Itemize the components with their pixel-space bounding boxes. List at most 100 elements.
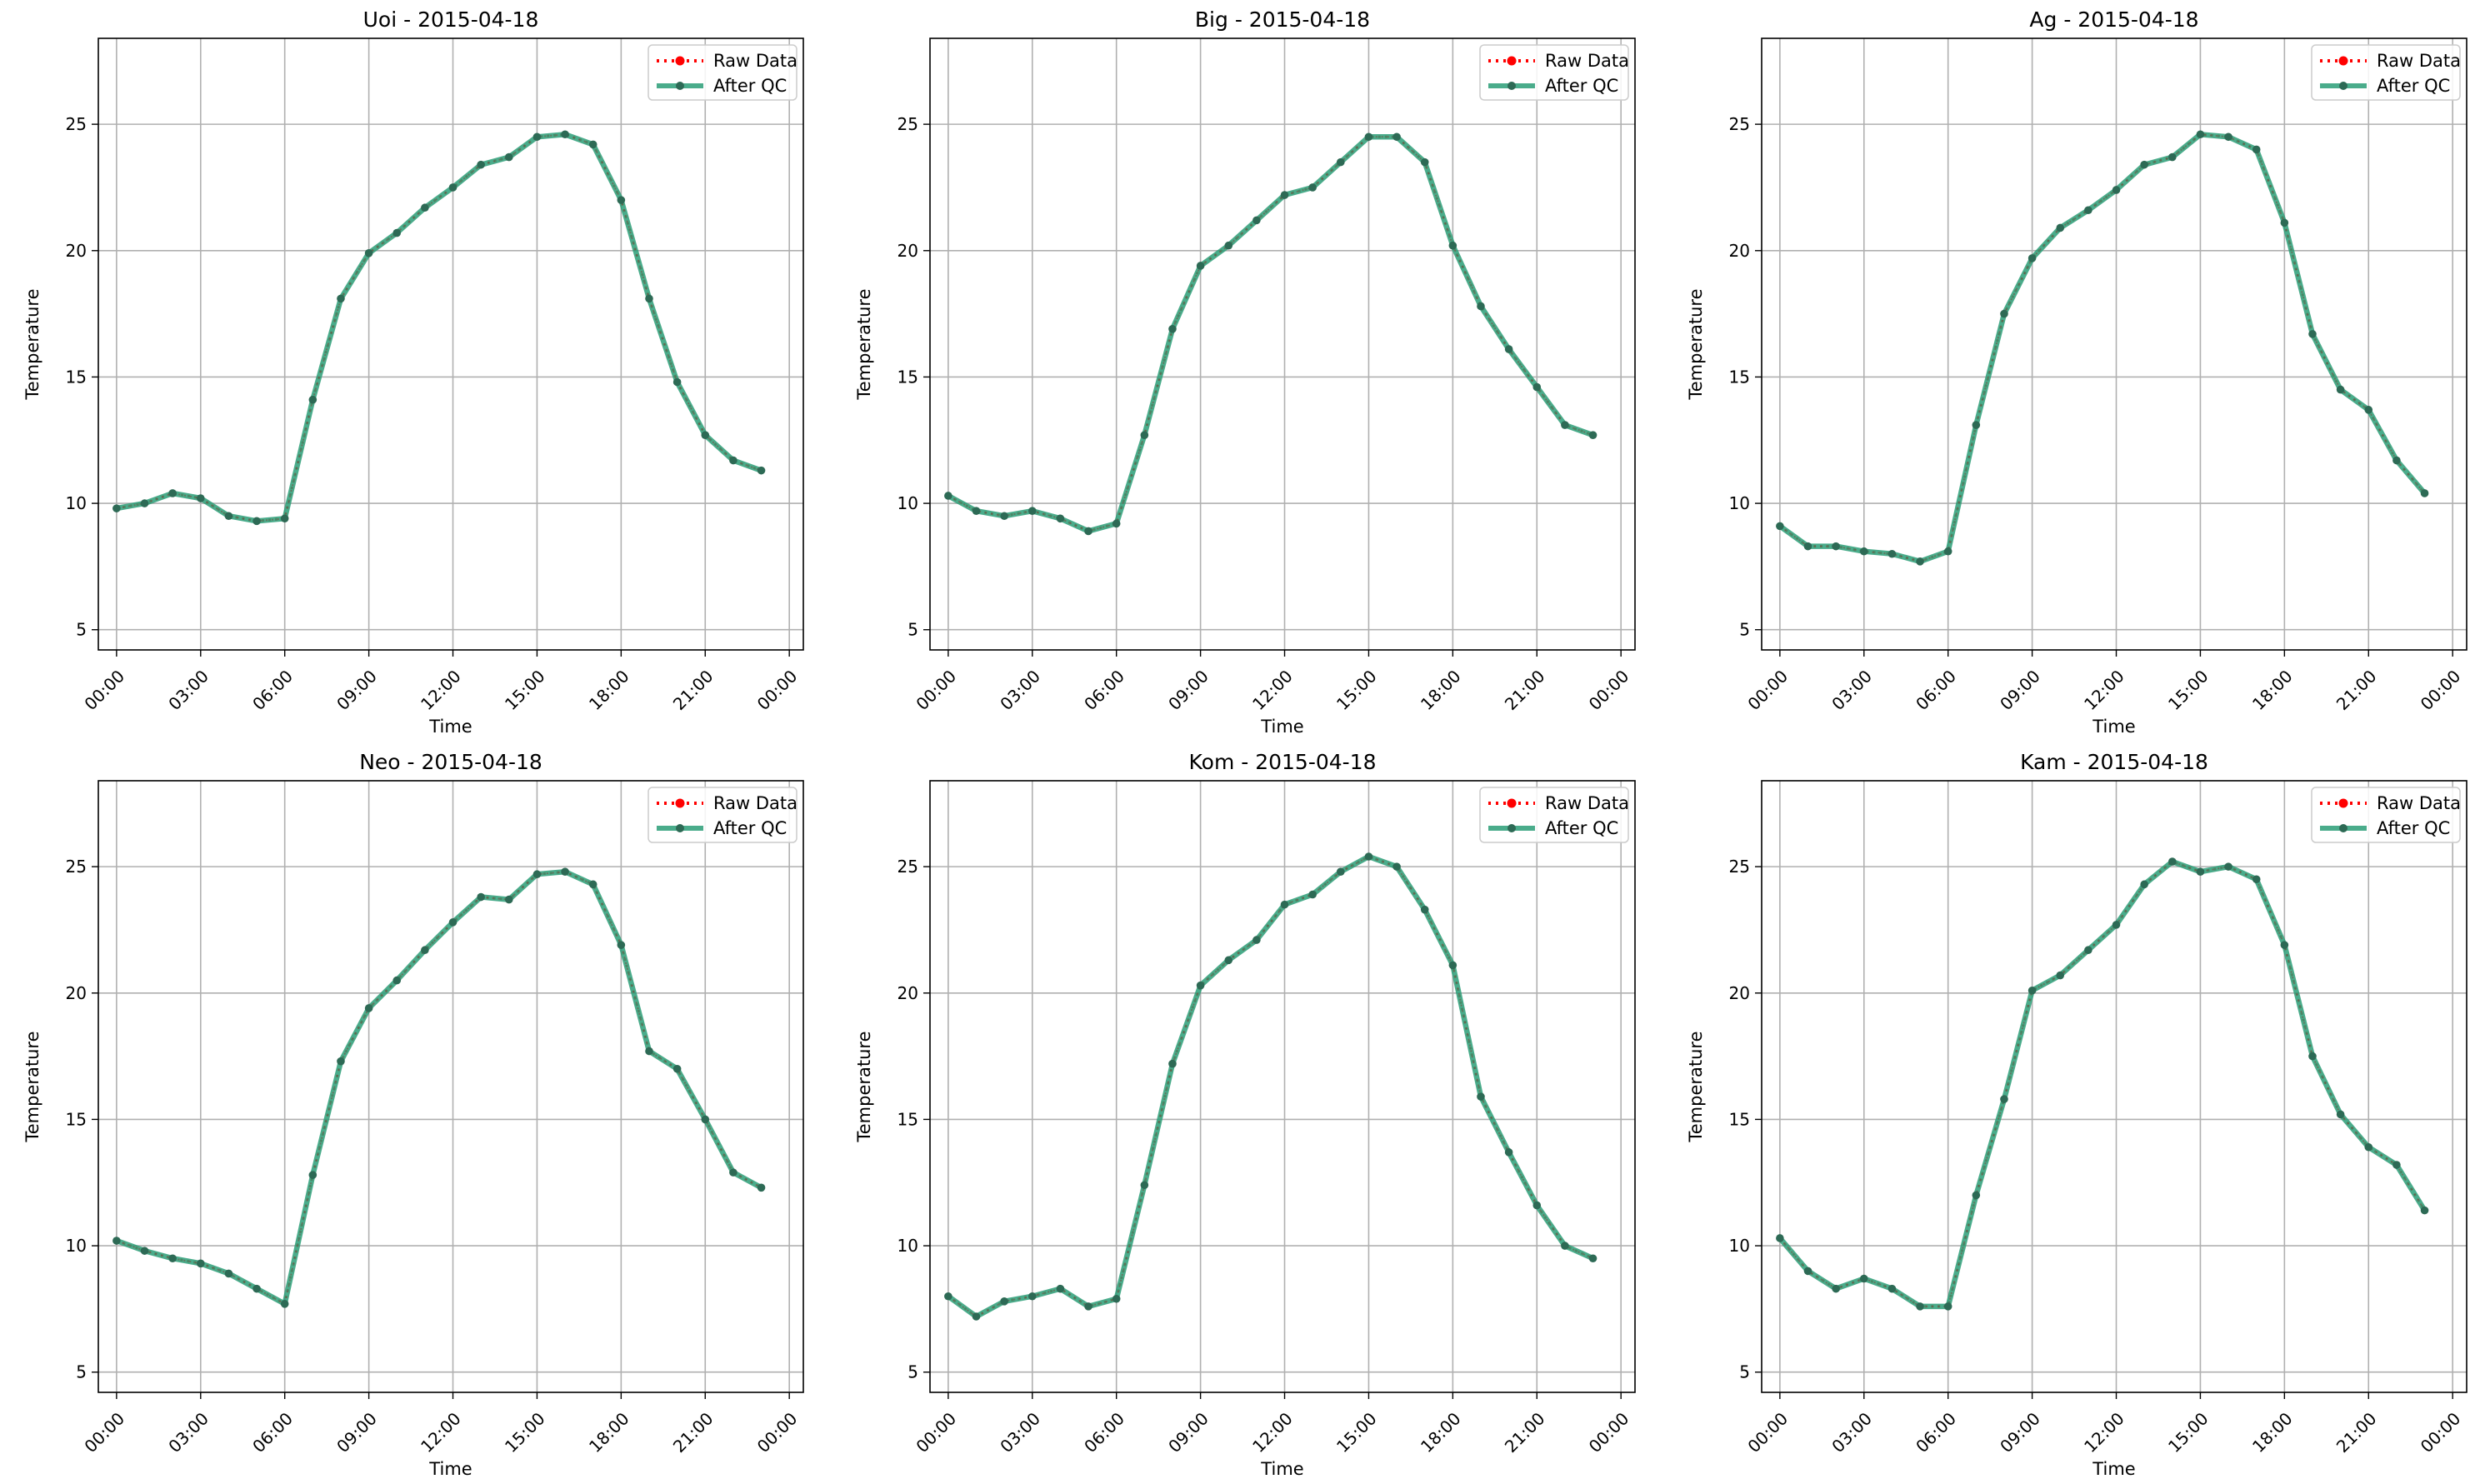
data-point [2308,330,2317,338]
data-point [337,294,345,303]
data-point [944,1292,952,1301]
data-point [1112,519,1121,528]
legend-qc-marker [676,82,684,90]
x-tick-label: 06:00 [248,1408,297,1457]
data-point [729,456,738,465]
axes-frame [1761,780,2468,1393]
y-axis-label: Temperature [854,288,874,400]
x-tick-label: 03:00 [164,1408,212,1457]
legend-qc-label: After QC [1545,818,1618,838]
data-point [337,1057,345,1066]
x-tick-label: 21:00 [1501,1408,1549,1457]
x-tick-label: 09:00 [332,666,381,714]
x-tick-label: 03:00 [996,1408,1044,1457]
data-point [1028,507,1037,515]
y-tick-label: 5 [908,620,918,640]
after-qc-line [116,132,762,524]
data-point [140,499,149,507]
y-tick-label: 10 [898,493,918,513]
x-tick-label: 18:00 [1417,666,1465,714]
x-tick-label: 03:00 [1828,666,1876,714]
data-point [1224,956,1233,965]
legend-qc-marker [1508,824,1516,832]
data-point [1028,1292,1037,1301]
y-axis-label: Temperature [22,288,42,400]
data-point [308,395,318,404]
chart-panel: 00:00 03:00 06:00 09:00 12:00 15:00 18:00 21:00… [854,750,1636,1479]
data-point [168,1254,177,1263]
data-point [2000,309,2008,318]
x-tick-label: 00:00 [80,1408,128,1457]
data-point [1420,905,1429,914]
data-point [1000,1297,1008,1306]
legend-qc-label: After QC [713,818,787,838]
data-point [1888,1284,1897,1293]
after-qc-line [1778,858,2428,1310]
legend-raw-marker [2338,798,2348,808]
data-point [757,1183,766,1192]
raw-data-overlay [116,133,762,522]
data-point [1776,522,1784,531]
y-tick-label: 5 [908,1362,918,1382]
x-tick-label: 18:00 [2248,666,2297,714]
data-point [2112,186,2121,194]
x-tick-label: 12:00 [1248,1408,1297,1457]
x-tick-label: 18:00 [585,1408,633,1457]
data-point [196,494,205,502]
x-tick-label: 12:00 [417,666,465,714]
x-tick-label: 00:00 [2417,666,2465,714]
data-point [224,1269,233,1278]
y-tick-label: 10 [66,493,87,513]
data-point [1056,514,1065,523]
y-tick-label: 5 [76,1362,87,1382]
axes-frame [929,780,1636,1393]
data-point [1972,421,1981,429]
y-tick-label: 15 [66,1109,87,1129]
data-point [1477,302,1485,311]
y-tick-label: 20 [898,983,918,1003]
data-point [561,130,569,139]
data-point [645,1047,653,1056]
data-point [448,918,458,927]
y-tick-label: 25 [66,114,87,134]
legend-qc-marker [2339,824,2348,832]
data-point [645,294,653,303]
data-point [617,196,626,204]
data-point [2224,862,2232,871]
data-point [1252,216,1261,225]
y-axis-label: Temperature [1686,1031,1706,1142]
data-point [1532,382,1542,392]
legend-raw-marker [1507,798,1517,808]
axes-frame [929,37,1636,651]
y-tick-label: 25 [898,857,918,877]
data-point [1943,1302,1952,1311]
data-point [2252,875,2261,884]
legend-qc-label: After QC [2377,76,2450,96]
data-point [2168,152,2177,162]
data-point [2140,160,2148,169]
data-point [112,504,121,512]
axes-frame [1761,37,2468,651]
data-point [1448,241,1458,250]
y-tick-label: 10 [1729,1236,1750,1256]
data-point [2392,456,2401,465]
data-point [1561,421,1569,429]
y-tick-label: 15 [1729,1109,1750,1129]
data-point [2392,1161,2401,1169]
data-point [364,249,373,257]
data-point [532,132,542,142]
x-tick-label: 18:00 [2248,1408,2297,1457]
data-point [1392,132,1401,142]
data-point [2364,1142,2373,1152]
data-point [972,507,981,515]
data-point [1776,1234,1784,1242]
raw-data-line [116,132,762,522]
data-point [1168,1059,1177,1068]
data-point [252,517,261,526]
data-point [972,1312,981,1321]
data-point [1140,1181,1149,1190]
data-point [2084,946,2092,955]
y-tick-label: 20 [1729,983,1750,1003]
data-point [588,140,598,149]
x-tick-label: 18:00 [585,666,633,714]
